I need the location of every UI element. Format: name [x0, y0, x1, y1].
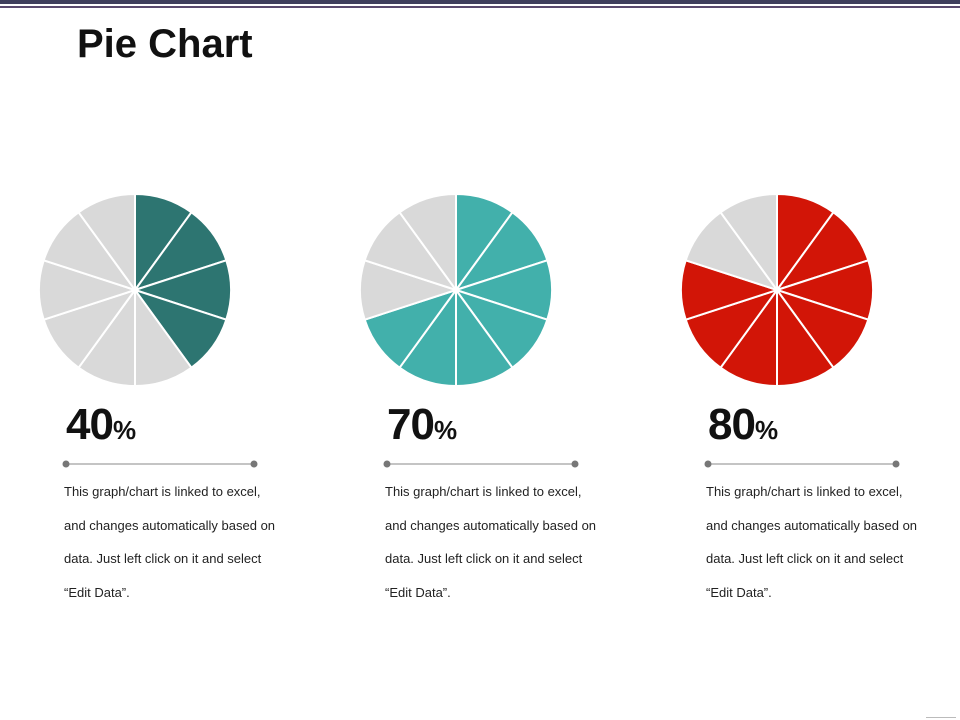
description-line: data. Just left click on it and select — [385, 551, 583, 566]
divider-3 — [704, 460, 900, 468]
percent-sign-2: % — [433, 415, 458, 445]
percent-number-3: 80 — [708, 400, 756, 449]
pie-chart-2[interactable] — [359, 190, 555, 390]
pie-panel-2: 70% This graph/chart is linked to excel,… — [359, 190, 659, 610]
header-rule-top — [0, 0, 960, 4]
page-title: Pie Chart — [77, 22, 253, 66]
pie-panel-1: 40% This graph/chart is linked to excel,… — [38, 190, 338, 610]
percent-number-2: 70 — [387, 400, 435, 449]
percent-sign-3: % — [754, 415, 779, 445]
pie-slice-empty[interactable] — [398, 193, 457, 291]
percent-sign-1: % — [112, 415, 137, 445]
pie-slice-empty[interactable] — [719, 193, 778, 291]
percent-value-3: 80% — [708, 400, 778, 450]
percent-number-1: 40 — [66, 400, 114, 449]
pie-chart-3[interactable] — [680, 190, 876, 390]
description-line: “Edit Data”. — [385, 584, 451, 600]
description-line: This graph/chart is linked to excel, — [385, 484, 582, 499]
description-line: and changes automatically based on — [385, 517, 597, 533]
divider-1 — [62, 460, 258, 468]
description-line: This graph/chart is linked to excel, — [706, 484, 903, 499]
description-3: This graph/chart is linked to excel, and… — [706, 475, 960, 609]
divider-2 — [383, 460, 579, 468]
description-line: “Edit Data”. — [64, 584, 130, 600]
pie-panel-3: 80% This graph/chart is linked to excel,… — [680, 190, 960, 610]
description-line: This graph/chart is linked to excel, — [64, 484, 261, 499]
description-1: This graph/chart is linked to excel, and… — [64, 475, 334, 609]
description-line: data. Just left click on it and select — [706, 551, 904, 566]
description-line: and changes automatically based on — [706, 517, 918, 533]
percent-value-2: 70% — [387, 400, 457, 450]
description-line: and changes automatically based on — [64, 517, 276, 533]
pie-slice-empty[interactable] — [77, 193, 136, 291]
percent-value-1: 40% — [66, 400, 136, 450]
slide-corner-mark — [926, 717, 956, 718]
header-rule-bottom — [0, 6, 960, 8]
description-2: This graph/chart is linked to excel, and… — [385, 475, 655, 609]
description-line: “Edit Data”. — [706, 584, 772, 600]
description-line: data. Just left click on it and select — [64, 551, 262, 566]
pie-chart-1[interactable] — [38, 190, 234, 390]
